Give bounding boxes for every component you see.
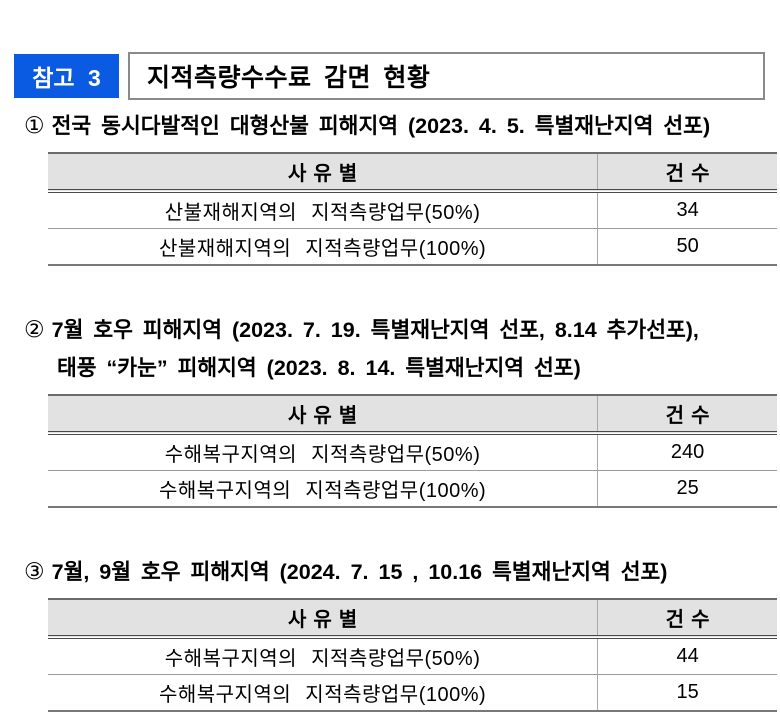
column-header-reason: 사유별: [48, 394, 598, 435]
section-1-table-header-row: 사유별 건수: [48, 152, 777, 193]
section-3-table: 사유별 건수 수해복구지역의 지적측량업무(50%) 44 수해복구지역의 지적…: [48, 598, 777, 712]
table-row: 수해복구지역의 지적측량업무(100%) 15: [48, 674, 777, 712]
reference-badge: 참고 3: [14, 54, 119, 98]
count-cell: 50: [597, 228, 777, 266]
section-3-table-header-row: 사유별 건수: [48, 598, 777, 639]
section-1-heading: ① 전국 동시다발적인 대형산불 피해지역 (2023. 4. 5. 특별재난지역…: [24, 106, 780, 145]
count-cell: 15: [597, 674, 777, 712]
table-row: 수해복구지역의 지적측량업무(100%) 25: [48, 470, 777, 508]
table-row: 수해복구지역의 지적측량업무(50%) 240: [48, 433, 777, 471]
section-2-number-icon: ②: [24, 316, 45, 342]
section-2-heading-line2: 태풍 “카눈” 피해지역 (2023. 8. 14. 특별재난지역 선포): [57, 356, 581, 380]
reason-cell: 수해복구지역의 지적측량업무(50%): [48, 637, 598, 675]
count-cell: 34: [597, 191, 777, 229]
column-header-reason: 사유별: [48, 598, 598, 639]
section-2-heading: ② 7월 호우 피해지역 (2023. 7. 19. 특별재난지역 선포, 8.1…: [24, 310, 780, 387]
document-header: 참고 3 지적측량수수료 감면 현황: [14, 52, 765, 100]
section-1-heading-text: 전국 동시다발적인 대형산불 피해지역 (2023. 4. 5. 특별재난지역 …: [51, 114, 711, 138]
column-header-count: 건수: [597, 598, 777, 639]
section-july-flood: ② 7월 호우 피해지역 (2023. 7. 19. 특별재난지역 선포, 8.1…: [14, 310, 780, 508]
title-box: 지적측량수수료 감면 현황: [128, 52, 765, 100]
column-header-reason: 사유별: [48, 152, 598, 193]
reason-cell: 산불재해지역의 지적측량업무(100%): [48, 228, 598, 266]
table-row: 산불재해지역의 지적측량업무(50%) 34: [48, 191, 777, 229]
count-cell: 44: [597, 637, 777, 675]
section-wildfire: ① 전국 동시다발적인 대형산불 피해지역 (2023. 4. 5. 특별재난지역…: [14, 106, 780, 266]
count-cell: 240: [597, 433, 777, 471]
column-header-count: 건수: [597, 394, 777, 435]
section-sept-flood: ③ 7월, 9월 호우 피해지역 (2024. 7. 15 , 10.16 특별재…: [14, 552, 780, 712]
reference-badge-label: 참고 3: [32, 65, 101, 91]
column-header-count: 건수: [597, 152, 777, 193]
section-3-heading-text: 7월, 9월 호우 피해지역 (2024. 7. 15 , 10.16 특별재난…: [51, 560, 668, 584]
section-3-heading: ③ 7월, 9월 호우 피해지역 (2024. 7. 15 , 10.16 특별재…: [24, 552, 780, 591]
section-2-table: 사유별 건수 수해복구지역의 지적측량업무(50%) 240 수해복구지역의 지…: [48, 394, 777, 508]
section-2-table-header-row: 사유별 건수: [48, 394, 777, 435]
section-1-number-icon: ①: [24, 112, 45, 138]
count-cell: 25: [597, 470, 777, 508]
section-1-table: 사유별 건수 산불재해지역의 지적측량업무(50%) 34 산불재해지역의 지적…: [48, 152, 777, 266]
section-3-number-icon: ③: [24, 558, 45, 584]
page-title: 지적측량수수료 감면 현황: [147, 64, 431, 92]
reason-cell: 수해복구지역의 지적측량업무(100%): [48, 470, 598, 508]
reason-cell: 수해복구지역의 지적측량업무(50%): [48, 433, 598, 471]
section-2-heading-text: 7월 호우 피해지역 (2023. 7. 19. 특별재난지역 선포, 8.14…: [51, 318, 699, 342]
table-row: 산불재해지역의 지적측량업무(100%) 50: [48, 228, 777, 266]
reason-cell: 산불재해지역의 지적측량업무(50%): [48, 191, 598, 229]
section-2-heading-line1: ② 7월 호우 피해지역 (2023. 7. 19. 특별재난지역 선포, 8.1…: [24, 310, 780, 349]
reason-cell: 수해복구지역의 지적측량업무(100%): [48, 674, 598, 712]
table-row: 수해복구지역의 지적측량업무(50%) 44: [48, 637, 777, 675]
